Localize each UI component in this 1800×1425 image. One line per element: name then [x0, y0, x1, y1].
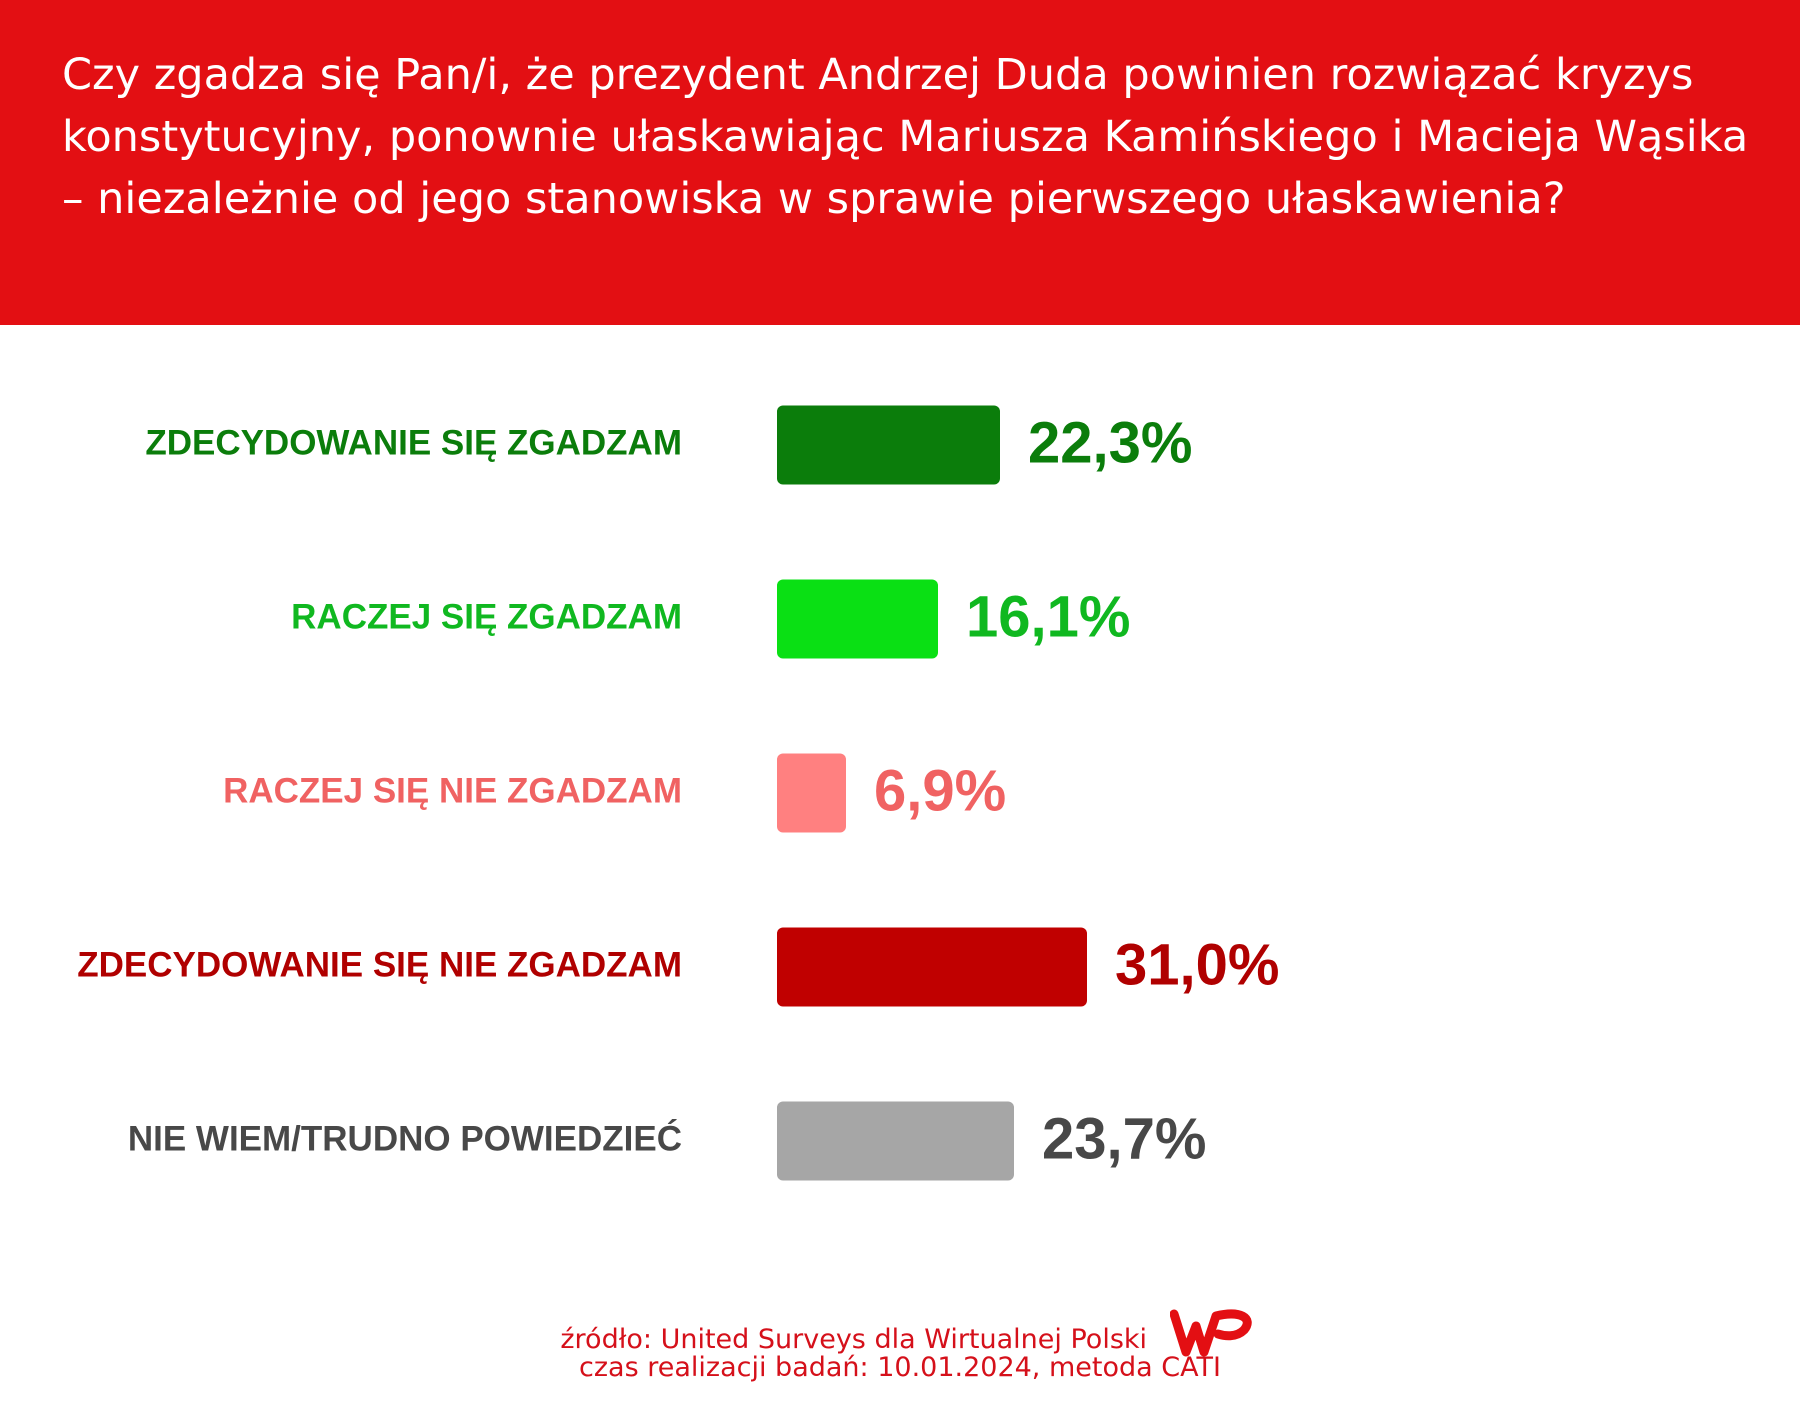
- logo: [1169, 1309, 1252, 1357]
- category-label: NIE WIEM/TRUDNO POWIEDZIEĆ: [128, 1118, 682, 1158]
- bar: [777, 405, 1000, 485]
- value-label: 6,9%: [874, 758, 1006, 823]
- value-label: 16,1%: [966, 584, 1130, 649]
- header: Czy zgadza się Pan/i, że prezydent Andrz…: [0, 0, 1800, 325]
- value-label: 31,0%: [1115, 932, 1279, 997]
- value-label: 23,7%: [1042, 1106, 1206, 1171]
- bar: [777, 927, 1087, 1007]
- bar: [777, 753, 846, 833]
- bar: [777, 579, 938, 659]
- source: źródło: United Surveys dla Wirtualnej Po…: [560, 1324, 1148, 1355]
- bar: [777, 1101, 1014, 1181]
- note: czas realizacji badań: 10.01.2024, metod…: [579, 1352, 1221, 1383]
- value-label: 22,3%: [1028, 410, 1192, 475]
- category-label: RACZEJ SIĘ ZGADZAM: [291, 597, 682, 636]
- chart: ZDECYDOWANIE SIĘ ZGADZAM 22,3% RACZEJ SIĘ …: [77, 405, 1279, 1181]
- category-label: ZDECYDOWANIE SIĘ NIE ZGADZAM: [77, 945, 682, 984]
- chart-title: Czy zgadza się Pan/i, że prezydent Andrz…: [62, 50, 1749, 224]
- source-row: źródło: United Surveys dla Wirtualnej Po…: [0, 1298, 1800, 1357]
- category-label: ZDECYDOWANIE SIĘ ZGADZAM: [145, 423, 682, 462]
- category-label: RACZEJ SIĘ NIE ZGADZAM: [223, 771, 682, 810]
